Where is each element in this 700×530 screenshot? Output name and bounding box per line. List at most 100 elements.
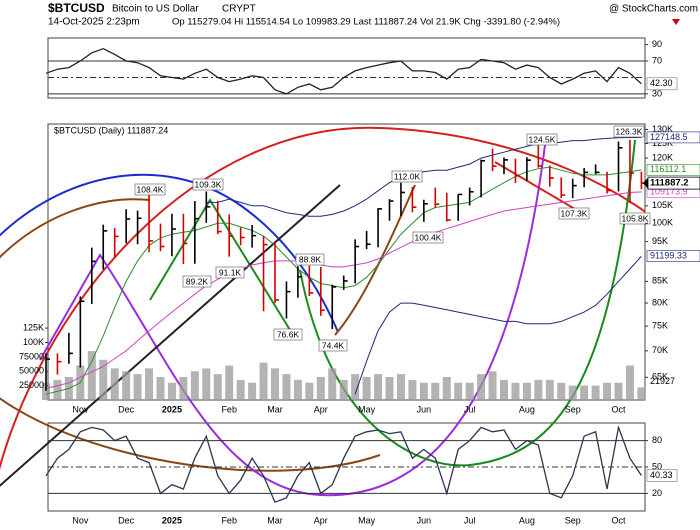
volume-bar [259,362,268,400]
drawings [0,126,645,497]
volume-tick-label: 25000 [19,380,44,390]
quote: Op 115279.04 Hi 115514.54 Lo 109983.29 L… [172,17,560,28]
y-tick-label: 105K [652,200,673,210]
annotation-label: 126.3K [616,126,643,136]
volume-bar [511,382,520,400]
annotation: 74.4K [318,339,348,352]
x-tick-label: 2025 [162,404,182,414]
volume-bar [190,371,199,400]
y-tick-label: 85K [652,276,668,286]
y-tick-label: 65K [652,372,668,382]
x-tick-label: Jul [464,404,476,414]
last-price-box [647,176,700,190]
x-tick-label: Feb [221,404,237,414]
last-value-label: 127148.5 [650,132,688,142]
volume-bar [591,385,600,400]
x-tick-label: Sep [565,404,581,414]
volume-tick-label: 125K [23,323,44,333]
volume-bar [248,382,257,400]
x-tick-label: Sep [565,515,581,525]
oscillator-line [45,424,642,504]
volume-bar [236,379,245,400]
volume-bar [431,382,440,400]
down-arrow [672,19,680,25]
x-tick-label: Apr [314,515,328,525]
x-tick-label: Jun [417,404,432,414]
volume-bar [477,374,486,400]
annotation-label: 109.3K [195,179,222,189]
volume-bar [500,379,508,400]
volume-tick-label: 100K [23,337,44,347]
y-tick-label: 75K [652,321,668,331]
x-tick-label: Aug [519,404,535,414]
annotation-label: 88.8K [299,254,322,264]
symbol-name: Bitcoin to US Dollar [112,4,199,15]
trend-line [0,184,341,487]
volume-bar [637,387,646,400]
volume-bar [534,379,543,400]
annotation-label: 108.4K [137,184,164,194]
volume-bar [465,382,474,400]
volume-bar [488,371,497,400]
volume-bar [557,382,566,400]
arc [0,173,339,333]
volume-bar [110,368,119,400]
x-tick-label: Nov [72,515,89,525]
last-value-label: 109173.9 [650,186,688,196]
arc [0,198,151,259]
annotation: 88.8K [295,253,325,266]
arc [299,139,636,467]
x-tick-label: Dec [118,515,135,525]
last-volume-label: 21927 [650,376,675,386]
x-tick-label: Aug [519,515,535,525]
volume-bar [202,368,211,400]
annotation: 91.1K [215,266,245,279]
moving-average [354,255,642,395]
x-tick-label: Jul [464,515,476,525]
annotation-label: 74.4K [322,340,345,350]
last-value-label: 116112.1 [650,164,686,174]
y-tick-label: 95K [652,236,668,246]
x-tick-label: Oct [611,404,626,414]
annotation: 109.3K [192,178,224,191]
annotation-label: 91.1K [219,267,242,277]
x-tick-label: 2025 [162,515,182,525]
last-value-box [646,77,678,91]
annotation: 108.4K [134,183,166,196]
y-tick-label: 50 [652,461,662,471]
volume-bar [167,382,176,400]
volume-bar [179,377,188,400]
x-tick-label: Apr [314,404,328,414]
volume-bar [522,382,531,400]
x-tick-label: May [358,515,376,525]
y-tick-label: 80K [652,297,668,307]
annotation-label: 100.4K [415,232,442,242]
volume-bar [454,382,463,400]
last-price-label: 111887.2 [650,178,689,189]
x-tick-label: May [358,404,376,414]
volume-bar [145,368,154,400]
volume-bar [408,379,417,400]
volume-bar [133,374,142,400]
exchange: CRYPT [222,4,256,15]
arc [0,397,381,472]
annotation: 124.5K [526,133,558,146]
annotation-label: 107.3K [561,208,588,218]
x-tick-label: Mar [267,515,283,525]
y-tick-label: 80 [652,435,662,445]
x-tick-label: Oct [611,515,626,525]
x-tick-label: Mar [267,404,283,414]
y-tick-label: 90 [652,39,662,49]
volume-bar [53,379,62,400]
annotation: 126.3K [613,125,645,138]
volume-bar [385,377,394,400]
marks [42,47,646,504]
y-tick-label: 100K [652,218,673,228]
volume-bar [99,359,108,400]
volume-bar [87,351,96,400]
y-tick-label: 70K [652,345,668,355]
volume-bar [351,374,360,400]
volume-bar [305,382,314,400]
